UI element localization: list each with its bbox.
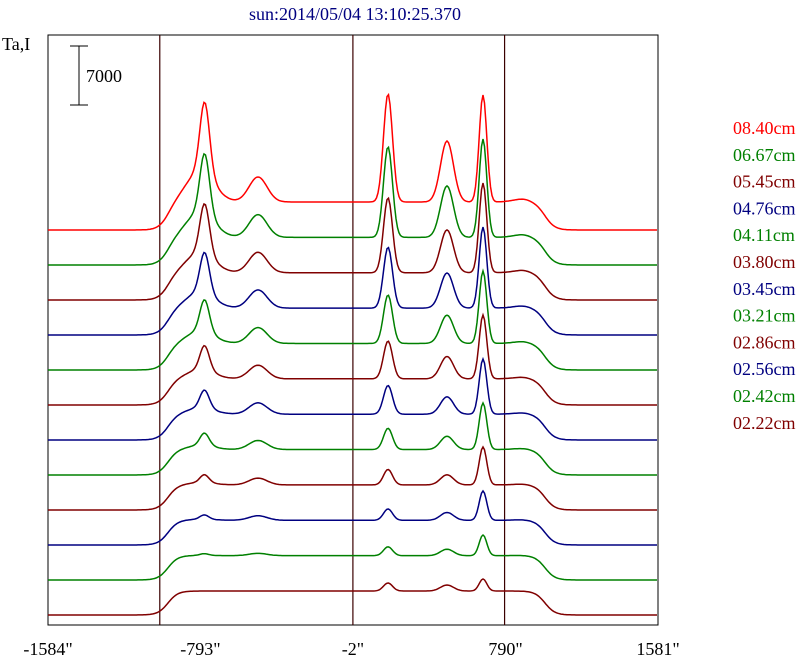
x-tick-label: -2" <box>342 639 364 659</box>
series-line <box>48 445 657 511</box>
x-tick-label: -793" <box>180 639 220 659</box>
series-line <box>48 312 657 406</box>
series-line <box>48 401 657 476</box>
y-axis-label: Ta,I <box>2 34 30 54</box>
legend-entry: 03.21cm <box>733 306 796 326</box>
series-line <box>48 182 657 301</box>
legend-entry: 02.86cm <box>733 332 796 352</box>
series-line <box>48 489 657 546</box>
series-line <box>48 268 657 371</box>
legend-entry: 03.45cm <box>733 279 796 299</box>
series-line <box>48 226 657 336</box>
legend-entry: 04.11cm <box>733 225 795 245</box>
legend-entry: 06.67cm <box>733 145 796 165</box>
scale-bar-label: 7000 <box>86 66 122 86</box>
x-tick-label: -1584" <box>23 639 72 659</box>
series-line <box>48 138 657 266</box>
legend-entry: 04.76cm <box>733 198 796 218</box>
legend-entry: 03.80cm <box>733 252 796 272</box>
series-line <box>48 92 657 231</box>
x-tick-label: 790" <box>488 639 522 659</box>
legend-entry: 02.56cm <box>733 359 796 379</box>
series-line <box>48 356 657 441</box>
chart-title: sun:2014/05/04 13:10:25.370 <box>249 4 461 24</box>
series-line <box>48 578 657 616</box>
legend-entry: 02.42cm <box>733 386 796 406</box>
legend-entry: 02.22cm <box>733 413 796 433</box>
legend-entry: 08.40cm <box>733 118 796 138</box>
x-tick-label: 1581" <box>636 639 679 659</box>
series-line <box>48 533 657 581</box>
legend-entry: 05.45cm <box>733 172 796 192</box>
